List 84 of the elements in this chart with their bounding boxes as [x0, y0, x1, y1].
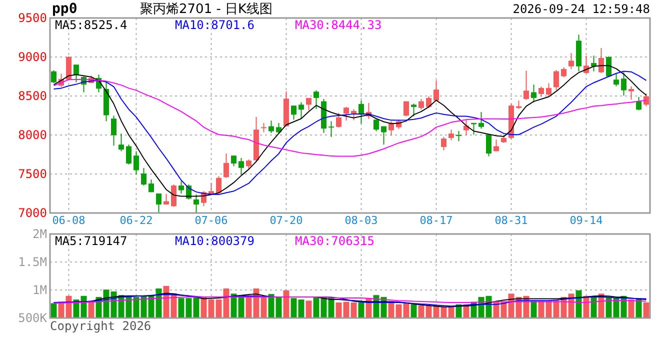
candlestick	[524, 70, 529, 100]
candlestick	[554, 69, 559, 90]
x-tick-label: 08-03	[344, 214, 378, 227]
y-tick-label: 9000	[18, 50, 47, 64]
line-series	[53, 296, 647, 304]
candlestick	[644, 93, 649, 107]
candlestick	[156, 193, 162, 214]
candlestick	[141, 167, 146, 186]
chart-title: pp0	[52, 1, 78, 17]
candlestick	[464, 120, 469, 136]
text: MA30:706315	[295, 234, 374, 248]
text: MA30:8444.33	[295, 18, 382, 32]
candlestick	[306, 97, 312, 111]
candlestick	[298, 102, 304, 120]
y-tick-label: 1M	[32, 283, 47, 297]
candlestick	[561, 66, 566, 78]
candlestick	[598, 48, 604, 74]
candlestick	[171, 184, 176, 208]
candlestick	[434, 80, 439, 102]
candlestick	[411, 103, 416, 117]
y-tick-label: 7500	[18, 167, 47, 181]
candlestick	[314, 90, 319, 110]
candlestick	[351, 108, 356, 121]
text: MA5:8525.4	[55, 18, 128, 32]
y-tick-label: 2M	[32, 227, 47, 241]
candlestick	[268, 120, 274, 134]
candlestick	[486, 134, 492, 157]
candlestick	[246, 159, 252, 170]
x-tick-label: 09-14	[570, 214, 604, 227]
x-tick-label: 08-17	[420, 214, 453, 227]
text: 2026-09-24 12:59:48	[512, 2, 650, 16]
y-tick-label: 9500	[18, 11, 47, 25]
candlestick	[66, 56, 72, 81]
candlestick	[336, 112, 342, 128]
chart-subtitle: 聚丙烯2701 - 日K线图	[140, 2, 273, 17]
candlestick	[238, 157, 244, 176]
candlestick	[448, 129, 454, 141]
candlestick	[374, 119, 379, 132]
candlestick	[478, 111, 484, 130]
candlestick	[456, 130, 462, 142]
candlestick	[531, 84, 536, 103]
x-tick-label: 06-22	[120, 214, 153, 227]
candlestick	[538, 86, 544, 98]
candlestick	[628, 86, 634, 100]
text: MA10:8701.6	[175, 18, 254, 32]
candlestick	[126, 144, 132, 166]
candlestick	[621, 72, 626, 96]
candlestick	[148, 179, 154, 193]
text: Copyright 2026	[50, 319, 152, 333]
text: MA10:800379	[175, 234, 254, 248]
candlestick	[261, 122, 266, 133]
candlestick	[381, 126, 386, 146]
y-tick-label: 1.5M	[18, 255, 47, 269]
candlestick	[291, 105, 296, 120]
candlestick	[134, 150, 139, 176]
candlestick	[441, 136, 446, 151]
candlestick	[231, 155, 236, 167]
candlestick	[426, 96, 432, 108]
candlestick	[404, 100, 409, 117]
x-tick-label: 08-31	[494, 214, 528, 227]
y-tick-label: 500K	[18, 311, 48, 325]
y-tick-label: 8500	[18, 89, 47, 103]
x-tick-label: 07-06	[194, 214, 228, 227]
x-tick-label: 06-08	[52, 214, 86, 227]
candlestick	[418, 98, 424, 110]
candlestick	[194, 194, 199, 214]
candlestick	[328, 120, 334, 138]
y-tick-label: 8000	[18, 128, 47, 142]
candlestick	[118, 133, 124, 152]
candlestick	[216, 176, 222, 194]
candlestick	[111, 115, 116, 146]
candlestick	[614, 73, 619, 87]
candlestick	[51, 70, 56, 84]
candlestick	[224, 153, 229, 178]
candlestick	[388, 120, 394, 136]
candlestick	[568, 52, 574, 70]
candlestick	[344, 106, 349, 122]
text: MA5:719147	[55, 234, 128, 248]
x-tick-label: 07-20	[270, 214, 303, 227]
y-tick-label: 7000	[18, 206, 47, 220]
candlestick	[636, 96, 642, 111]
candlestick	[178, 180, 184, 194]
candlestick	[74, 64, 79, 83]
candlestick	[546, 82, 552, 98]
